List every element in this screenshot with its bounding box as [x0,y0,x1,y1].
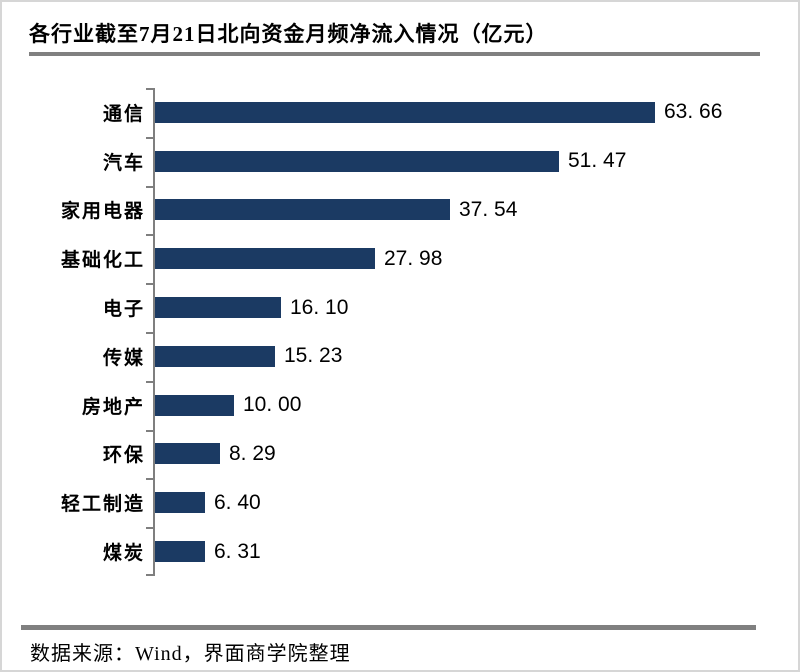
chart-title: 各行业截至7月21日北向资金月频净流入情况（亿元） [29,22,548,46]
bar [155,199,450,221]
value-label: 15. 23 [284,344,343,368]
bar-chart: 通信 63. 66 汽车 51. 47 家用电器 37. 54 基础化工 27.… [2,88,798,576]
axis-tick [146,332,153,334]
category-label: 家用电器 [60,201,145,223]
category-label: 煤炭 [102,543,145,565]
bar [155,541,205,563]
axis-tick [146,234,153,236]
source-note: 数据来源：Wind，界面商学院整理 [30,643,351,665]
bar [155,492,205,514]
axis-tick [146,574,153,576]
category-label: 轻工制造 [60,494,145,516]
value-label: 6. 31 [214,539,261,563]
bar-row: 基础化工 27. 98 [2,234,798,283]
footer-divider [21,625,756,630]
category-label: 电子 [102,299,145,321]
value-label: 16. 10 [290,295,349,319]
category-label: 汽车 [102,152,145,174]
y-axis-line [153,88,155,576]
category-label: 房地产 [81,396,145,418]
category-label: 通信 [102,103,145,125]
bar-row: 煤炭 6. 31 [2,527,798,576]
axis-tick [146,186,153,188]
bar-row: 电子 16. 10 [2,283,798,332]
bar [155,297,281,319]
bar-row: 环保 8. 29 [2,430,798,479]
value-label: 51. 47 [568,149,627,173]
bar-rows: 通信 63. 66 汽车 51. 47 家用电器 37. 54 基础化工 27.… [2,88,798,576]
axis-tick [146,478,153,480]
value-label: 63. 66 [664,100,723,124]
value-label: 27. 98 [384,246,443,270]
bar-row: 通信 63. 66 [2,88,798,137]
bar-row: 家用电器 37. 54 [2,186,798,235]
axis-tick [146,88,153,90]
value-label: 37. 54 [459,197,518,221]
axis-tick [146,381,153,383]
category-label: 传媒 [102,347,145,369]
bar [155,394,234,416]
axis-tick [146,430,153,432]
axis-tick [146,137,153,139]
bar [155,443,220,465]
bar [155,150,559,172]
title-divider [29,52,760,56]
axis-tick [146,283,153,285]
bar [155,345,275,367]
bar-row: 轻工制造 6. 40 [2,478,798,527]
bar [155,101,655,123]
bar-row: 传媒 15. 23 [2,332,798,381]
category-label: 环保 [102,445,145,467]
category-label: 基础化工 [60,250,145,272]
value-label: 6. 40 [214,490,261,514]
axis-tick [146,527,153,529]
bar [155,248,375,270]
bar-row: 房地产 10. 00 [2,381,798,430]
bar-row: 汽车 51. 47 [2,137,798,186]
value-label: 8. 29 [229,441,276,465]
value-label: 10. 00 [243,393,302,417]
